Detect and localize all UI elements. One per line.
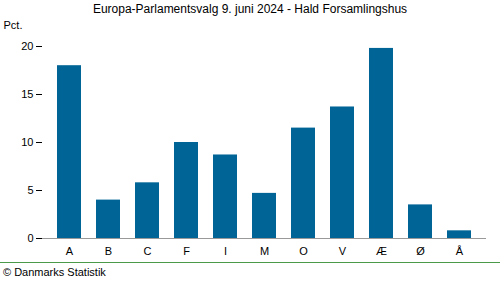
svg-text:Æ: Æ: [376, 245, 387, 257]
svg-text:Ø: Ø: [416, 245, 425, 257]
svg-text:M: M: [260, 245, 269, 257]
svg-text:O: O: [299, 245, 308, 257]
html-text:© Danmarks Statistik: © Danmarks Statistik: [3, 266, 106, 278]
svg-text:0: 0: [27, 232, 33, 244]
svg-text:V: V: [339, 245, 347, 257]
html-text:Europa-Parlamentsvalg 9. juni: Europa-Parlamentsvalg 9. juni 2024 - Hal…: [92, 2, 408, 16]
svg-text:F: F: [183, 245, 190, 257]
svg-text:10: 10: [21, 136, 33, 148]
svg-text:C: C: [144, 245, 152, 257]
svg-text:B: B: [105, 245, 112, 257]
svg-text:15: 15: [21, 88, 33, 100]
svg-text:A: A: [66, 245, 74, 257]
svg-text:20: 20: [21, 40, 33, 52]
svg-text:5: 5: [27, 184, 33, 196]
svg-text:I: I: [224, 245, 227, 257]
svg-text:Å: Å: [456, 245, 464, 257]
svg-text:Pct.: Pct.: [4, 19, 23, 31]
